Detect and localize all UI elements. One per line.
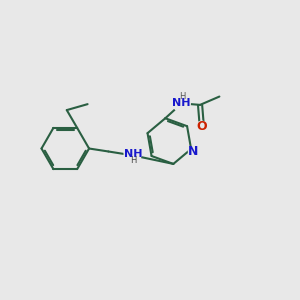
Text: N: N: [188, 145, 199, 158]
Circle shape: [188, 146, 199, 156]
Text: O: O: [196, 120, 207, 133]
Text: NH: NH: [172, 98, 191, 108]
Circle shape: [196, 121, 207, 131]
Text: NH: NH: [124, 149, 142, 159]
Text: H: H: [130, 156, 136, 165]
Circle shape: [173, 95, 190, 112]
Circle shape: [124, 145, 141, 163]
Text: H: H: [179, 92, 185, 101]
